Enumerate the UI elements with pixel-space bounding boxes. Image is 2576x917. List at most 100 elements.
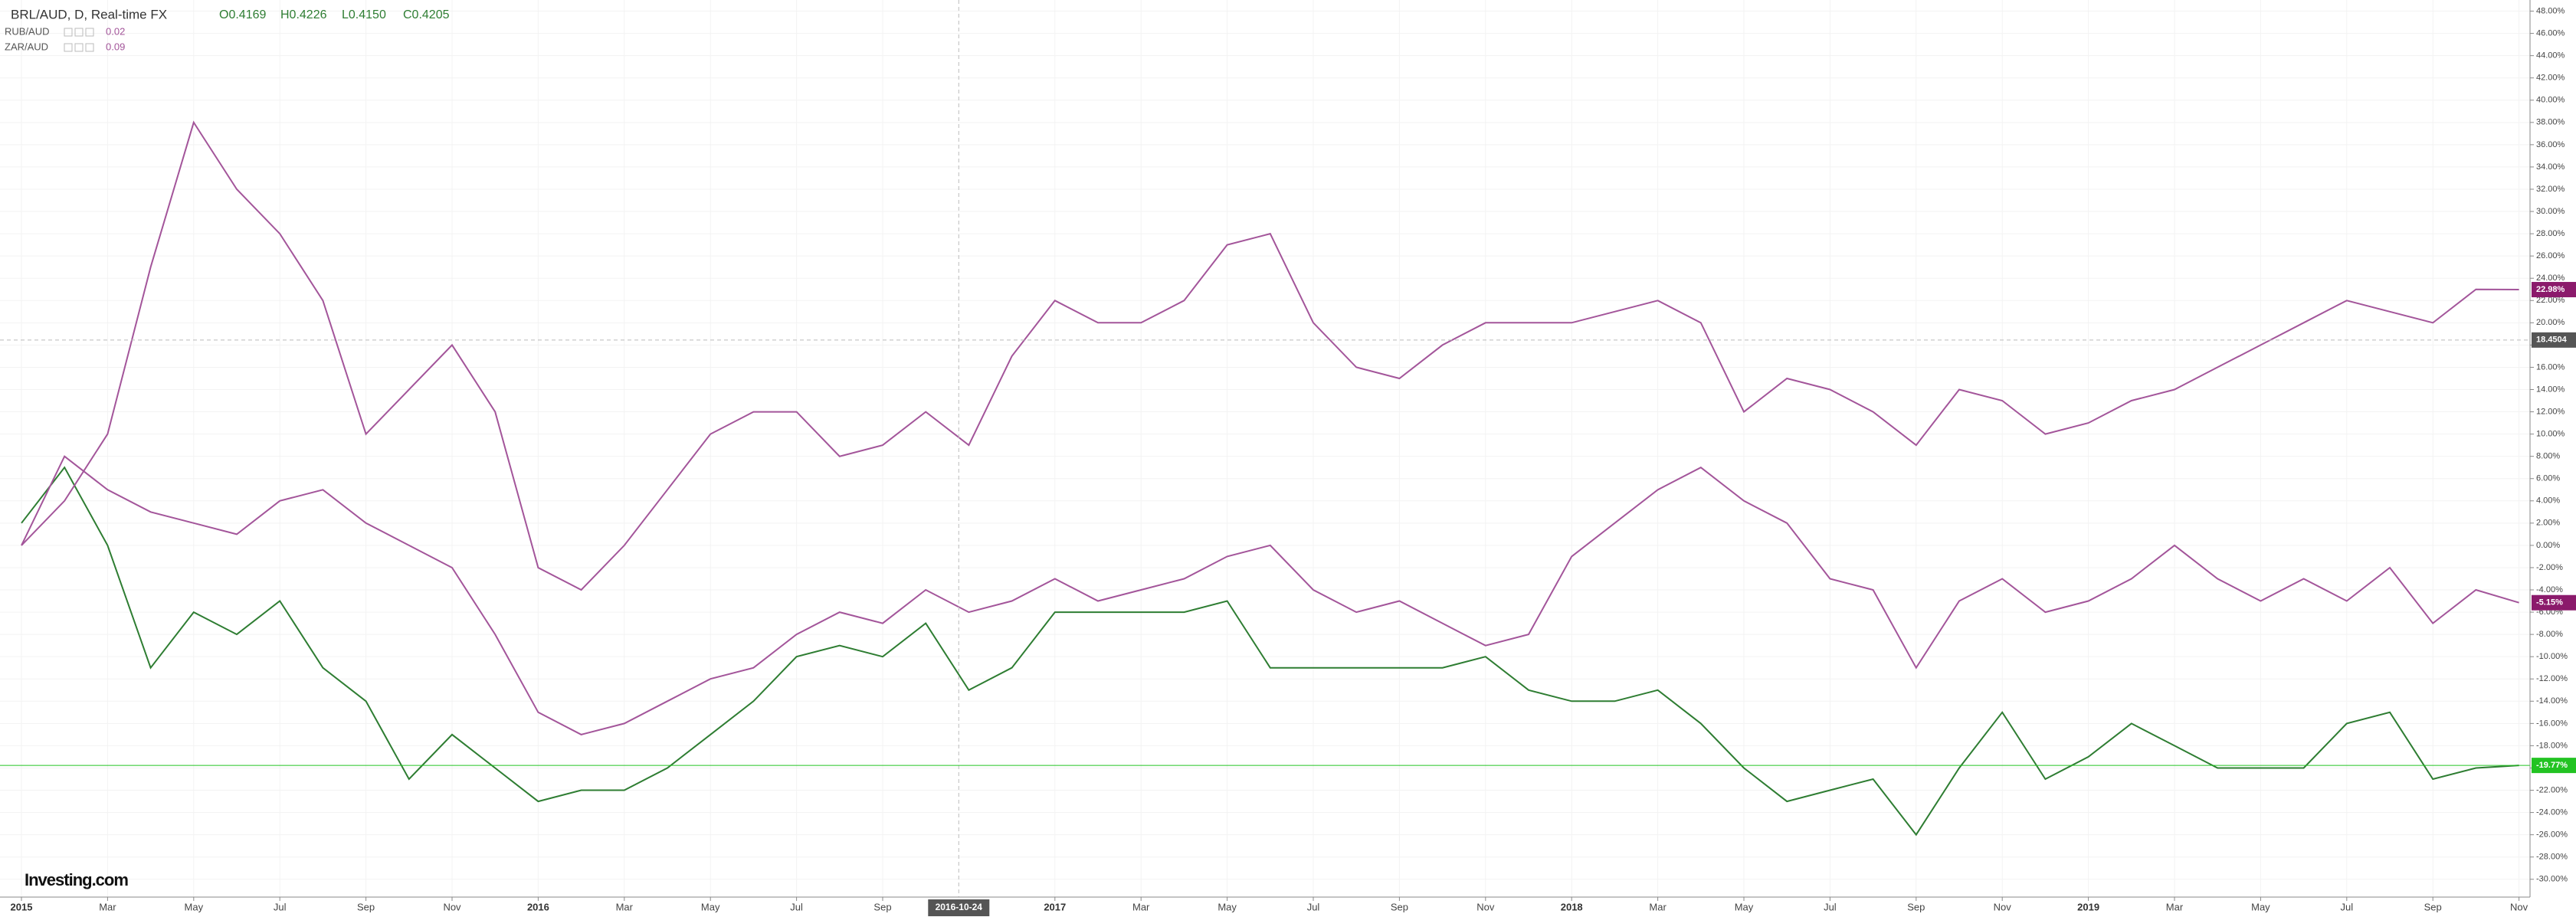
y-tick-label: -8.00% [2536, 630, 2563, 639]
x-tick-label: May [185, 901, 204, 912]
series-line [21, 120, 2519, 591]
y-tick-label: 28.00% [2536, 229, 2565, 238]
x-tick-label: Jul [1824, 901, 1837, 912]
x-tick-label: 2019 [2077, 901, 2099, 912]
y-tick-label: -18.00% [2536, 741, 2568, 750]
logo: Investing.com [25, 870, 128, 889]
y-tick-label: -10.00% [2536, 652, 2568, 661]
x-tick-label: Mar [1649, 901, 1667, 912]
y-tick-label: -24.00% [2536, 807, 2568, 817]
ohlc-value: H0.4226 [280, 8, 327, 21]
x-tick-label: 2017 [1044, 901, 1066, 912]
x-tick-label: Jul [1307, 901, 1320, 912]
last-value-label: -5.15% [2536, 598, 2563, 608]
x-tick-label: Sep [1391, 901, 1408, 912]
x-tick-label: May [2251, 901, 2270, 912]
legend-icon [64, 28, 73, 37]
x-tick-label: May [1735, 901, 1754, 912]
y-tick-label: 8.00% [2536, 452, 2560, 461]
crosshair-y-label-bg [2532, 332, 2576, 348]
x-tick-label: Sep [873, 901, 891, 912]
last-value-bg [2532, 594, 2576, 611]
legend-value: 0.02 [106, 25, 125, 37]
x-tick-label: Mar [2166, 901, 2184, 912]
y-tick-label: 36.00% [2536, 140, 2565, 149]
x-tick-label: Jul [274, 901, 287, 912]
y-tick-label: 12.00% [2536, 407, 2565, 416]
y-tick-label: 42.00% [2536, 74, 2565, 83]
x-tick-label: May [1218, 901, 1237, 912]
x-tick-label: 2018 [1561, 901, 1583, 912]
crosshair-x-label-bg [928, 899, 990, 916]
y-tick-label: 0.00% [2536, 541, 2560, 550]
last-value-bg [2532, 758, 2576, 774]
x-tick-label: Jul [790, 901, 803, 912]
y-tick-label: 30.00% [2536, 207, 2565, 216]
y-tick-label: 26.00% [2536, 251, 2565, 260]
y-tick-label: 6.00% [2536, 474, 2560, 483]
y-tick-label: -12.00% [2536, 674, 2568, 683]
y-tick-label: 14.00% [2536, 385, 2565, 394]
x-tick-label: Mar [99, 901, 116, 912]
y-tick-label: -26.00% [2536, 830, 2568, 840]
x-tick-label: Mar [1132, 901, 1150, 912]
x-tick-label: May [701, 901, 720, 912]
y-tick-label: -28.00% [2536, 853, 2568, 862]
x-tick-label: Sep [1907, 901, 1925, 912]
x-tick-label: Nov [2510, 901, 2528, 912]
y-tick-label: 34.00% [2536, 162, 2565, 172]
y-tick-label: -4.00% [2536, 585, 2563, 594]
y-tick-label: 38.00% [2536, 118, 2565, 127]
crosshair-y-label: 18.4504 [2536, 336, 2568, 345]
last-value-label: 22.98% [2536, 285, 2565, 294]
crosshair-x-label: 2016-10-24 [936, 902, 983, 912]
y-tick-label: 2.00% [2536, 519, 2560, 528]
legend-value: 0.09 [106, 41, 125, 52]
ohlc-value: C0.4205 [403, 8, 450, 21]
x-tick-label: Sep [2424, 901, 2442, 912]
y-tick-label: 10.00% [2536, 430, 2565, 439]
y-tick-label: -30.00% [2536, 875, 2568, 884]
ohlc-value: L0.4150 [342, 8, 386, 21]
legend-icon [85, 28, 94, 37]
y-tick-label: -2.00% [2536, 563, 2563, 572]
x-tick-label: Nov [1476, 901, 1495, 912]
y-tick-label: 40.00% [2536, 96, 2565, 105]
y-tick-label: 20.00% [2536, 318, 2565, 327]
x-tick-label: Nov [443, 901, 461, 912]
last-value-bg [2532, 282, 2576, 298]
plot [21, 120, 2519, 837]
x-tick-label: Nov [1994, 901, 2012, 912]
last-value-label: -19.77% [2536, 761, 2568, 770]
y-tick-label: 22.00% [2536, 296, 2565, 305]
chart-title: BRL/AUD, D, Real-time FX [11, 7, 167, 21]
x-tick-label: Sep [357, 901, 375, 912]
y-tick-label: -22.00% [2536, 785, 2568, 794]
y-tick-label: 44.00% [2536, 51, 2565, 61]
x-tick-label: Mar [616, 901, 634, 912]
series-line [21, 466, 2519, 837]
y-tick-label: 24.00% [2536, 273, 2565, 283]
y-tick-label: 48.00% [2536, 6, 2565, 15]
overlay [0, 0, 2530, 897]
legend-icon [85, 43, 94, 52]
x-tick-label: Jul [2340, 901, 2353, 912]
legend-icon [74, 28, 84, 37]
y-tick-label: 4.00% [2536, 496, 2560, 506]
legend-name: RUB/AUD [5, 25, 50, 37]
y-tick-label: 46.00% [2536, 28, 2565, 38]
x-tick-label: 2016 [527, 901, 549, 912]
ohlc-value: O0.4169 [219, 8, 266, 21]
legend-name: ZAR/AUD [5, 41, 48, 52]
x-tick-label: 2015 [11, 901, 33, 912]
y-tick-label: -16.00% [2536, 719, 2568, 728]
legend-icon [64, 43, 73, 52]
legend-icon [74, 43, 84, 52]
y-tick-label: 16.00% [2536, 362, 2565, 372]
y-tick-label: 32.00% [2536, 185, 2565, 194]
y-tick-label: -14.00% [2536, 696, 2568, 706]
series-line [21, 455, 2519, 735]
